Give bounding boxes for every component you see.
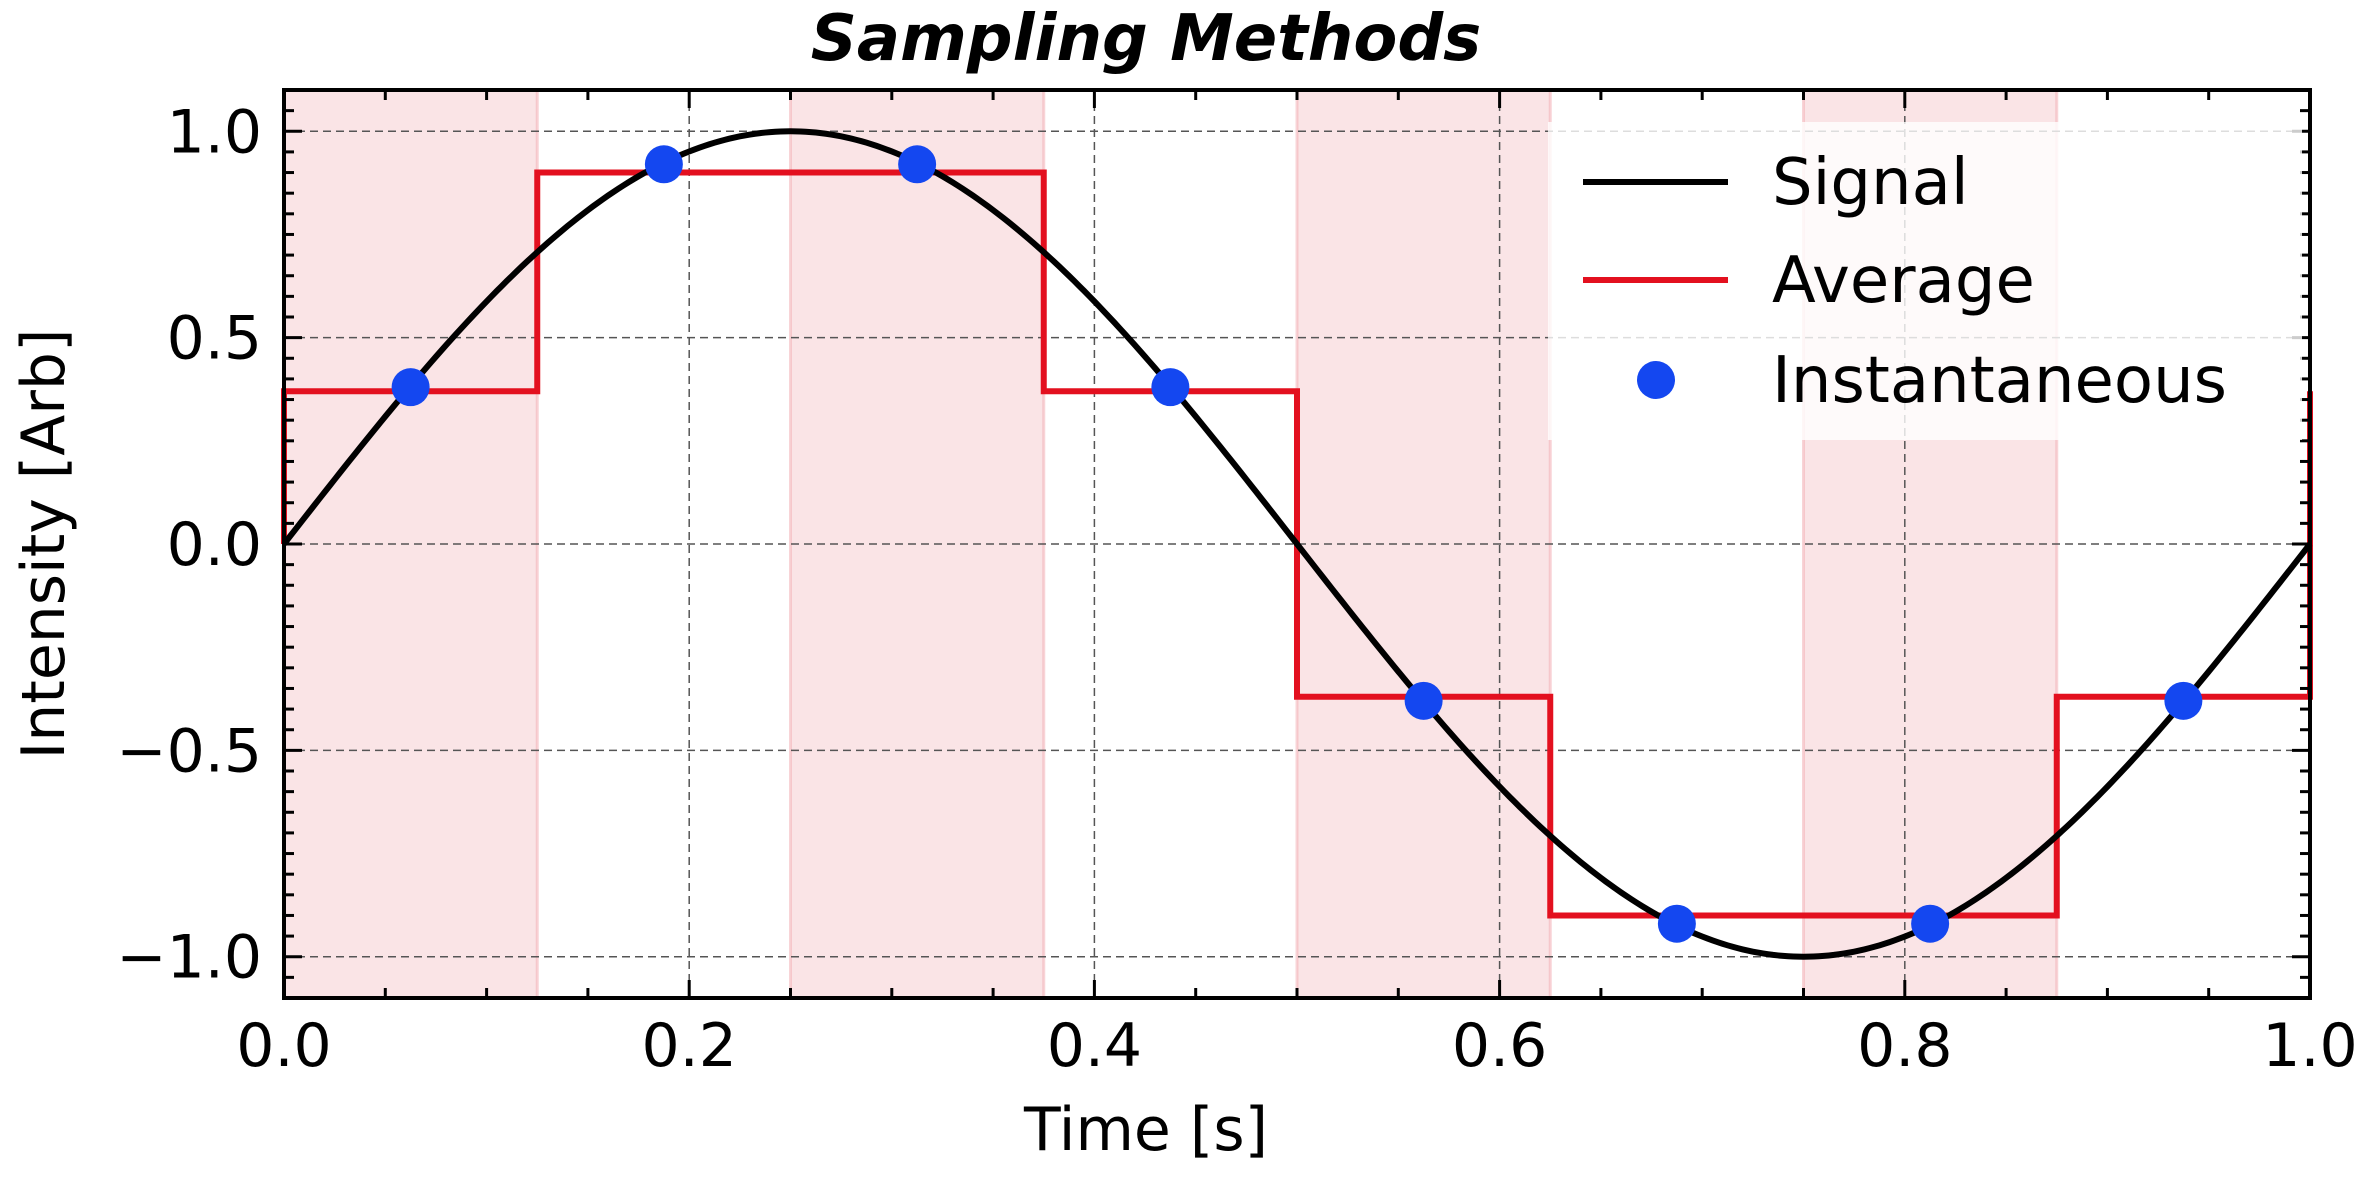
legend-average-label: Average bbox=[1772, 244, 2035, 318]
x-tick-labels: 0.0 0.2 0.4 0.6 0.8 1.0 bbox=[236, 1011, 2357, 1081]
y-tick-label-1: 0.5 bbox=[167, 304, 262, 374]
y-tick-label-4: −1.0 bbox=[116, 923, 262, 993]
x-tick-label-5: 1.0 bbox=[2262, 1011, 2357, 1081]
x-tick-label-0: 0.0 bbox=[236, 1011, 331, 1081]
y-tick-label-0: 1.0 bbox=[167, 97, 262, 167]
signal-line bbox=[281, 128, 2313, 960]
x-axis-label: Time [s] bbox=[1023, 1095, 1268, 1165]
chart-title: Sampling Methods bbox=[811, 2, 1481, 76]
legend-instantaneous-label: Instantaneous bbox=[1772, 344, 2227, 418]
signal-series bbox=[281, 128, 2313, 960]
instantaneous-point-3 bbox=[1151, 368, 1190, 407]
x-tick-label-2: 0.4 bbox=[1047, 1011, 1142, 1081]
instantaneous-point-2 bbox=[898, 145, 937, 184]
instantaneous-point-4 bbox=[1404, 681, 1443, 720]
legend: Signal Average Instantaneous bbox=[1548, 122, 2302, 440]
instantaneous-point-1 bbox=[644, 145, 683, 184]
y-tick-label-2: 0.0 bbox=[167, 510, 262, 580]
instantaneous-point-0 bbox=[391, 368, 430, 407]
x-tick-label-1: 0.2 bbox=[641, 1011, 736, 1081]
y-tick-labels: 1.0 0.5 0.0 −0.5 −1.0 bbox=[116, 97, 262, 992]
y-tick-label-3: −0.5 bbox=[116, 716, 262, 786]
instantaneous-point-5 bbox=[1657, 904, 1696, 943]
legend-signal-label: Signal bbox=[1772, 146, 1969, 220]
instantaneous-series bbox=[391, 145, 2203, 943]
instantaneous-point-6 bbox=[1911, 904, 1950, 943]
y-axis-label: Intensity [Arb] bbox=[9, 329, 79, 760]
legend-instantaneous-marker bbox=[1637, 361, 1675, 399]
x-tick-label-4: 0.8 bbox=[1857, 1011, 1952, 1081]
instantaneous-point-7 bbox=[2164, 681, 2203, 720]
x-tick-label-3: 0.6 bbox=[1452, 1011, 1547, 1081]
